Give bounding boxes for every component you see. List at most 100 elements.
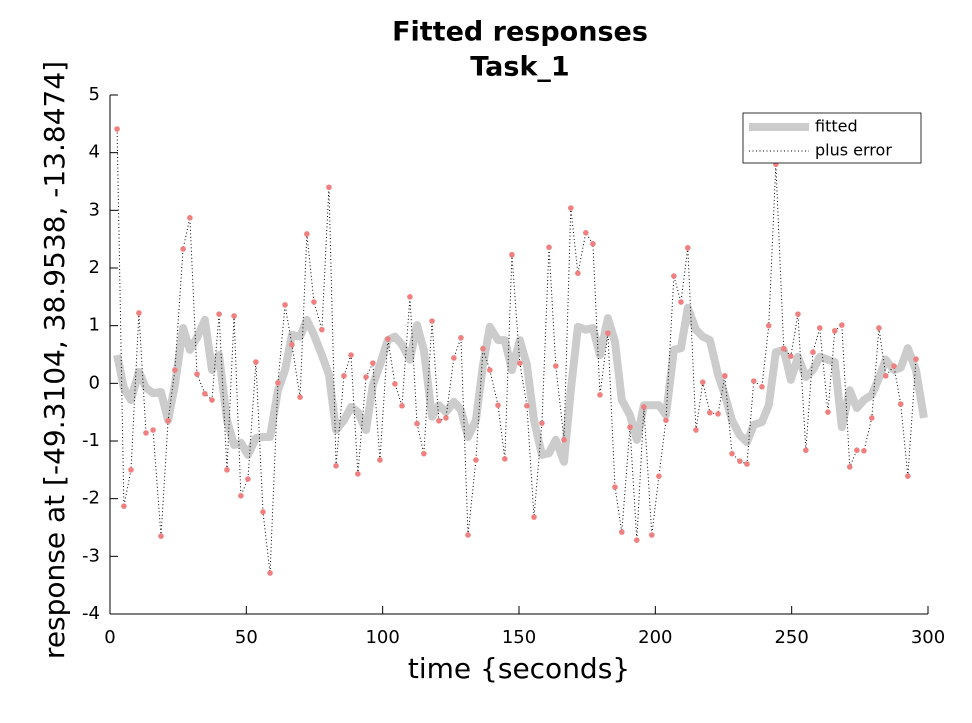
data-point: [913, 356, 919, 362]
y-axis-label: response at [-49.3104, 38.9538, -13.8474…: [38, 61, 71, 659]
data-point: [231, 313, 237, 319]
data-point: [699, 379, 706, 385]
data-point: [605, 330, 611, 336]
data-point: [905, 473, 911, 479]
data-point: [370, 360, 376, 366]
x-axis-label: time {seconds}: [408, 652, 630, 685]
data-point: [641, 404, 647, 410]
data-point: [825, 409, 831, 415]
data-point: [275, 379, 281, 386]
data-point: [121, 503, 127, 509]
data-point: [224, 467, 230, 473]
data-point: [759, 383, 765, 390]
x-tick-label: 250: [774, 627, 808, 648]
data-point: [816, 325, 823, 331]
data-point: [407, 294, 413, 300]
data-point: [311, 299, 317, 305]
data-point: [744, 461, 750, 467]
data-point: [810, 349, 816, 355]
data-point: [216, 311, 222, 317]
data-point: [831, 328, 838, 334]
data-point: [795, 311, 801, 317]
x-tick-label: 100: [365, 627, 399, 648]
data-point: [876, 325, 882, 331]
data-point: [436, 418, 442, 424]
data-point: [648, 532, 655, 538]
data-point: [202, 390, 208, 397]
data-point: [656, 473, 662, 479]
data-point: [897, 401, 904, 407]
data-point: [517, 360, 523, 366]
data-point: [509, 251, 515, 258]
data-point: [443, 415, 449, 421]
data-point: [158, 533, 164, 539]
data-point: [715, 411, 721, 417]
data-point: [114, 126, 120, 132]
data-point: [458, 334, 464, 341]
data-point: [143, 430, 149, 436]
data-point: [678, 299, 684, 305]
data-point: [341, 373, 347, 379]
data-point: [583, 230, 589, 236]
data-point: [568, 205, 574, 211]
data-point: [128, 467, 134, 473]
data-point: [260, 509, 266, 515]
data-point: [597, 392, 603, 398]
data-point: [136, 310, 142, 316]
data-point: [473, 457, 479, 463]
data-point: [846, 464, 853, 470]
y-tick-label: -1: [82, 430, 100, 451]
data-point: [429, 318, 435, 324]
data-point: [671, 273, 677, 279]
data-point: [289, 341, 295, 348]
data-point: [590, 240, 596, 247]
data-point: [788, 353, 794, 360]
data-point: [451, 355, 457, 361]
y-tick-label: -3: [82, 545, 100, 566]
data-point: [253, 359, 259, 365]
data-point: [618, 529, 625, 535]
x-tick-label: 200: [638, 627, 672, 648]
data-point: [803, 447, 809, 454]
data-point: [891, 363, 897, 369]
data-point: [172, 367, 178, 373]
data-point: [333, 462, 339, 469]
legend-label: plus error: [815, 141, 892, 160]
data-point: [385, 336, 391, 342]
y-tick-label: 2: [89, 257, 100, 278]
data-point: [304, 231, 310, 237]
data-point: [487, 367, 493, 373]
data-point: [363, 374, 369, 380]
data-point: [187, 215, 193, 221]
data-point: [180, 246, 186, 252]
data-point: [399, 403, 405, 409]
data-point: [465, 532, 471, 538]
data-point: [319, 326, 325, 333]
data-point: [421, 450, 427, 457]
data-point: [722, 373, 728, 379]
x-tick-label: 50: [235, 627, 258, 648]
data-point: [209, 397, 215, 403]
data-point: [737, 458, 743, 464]
y-tick-label: -2: [82, 488, 100, 509]
data-point: [238, 492, 244, 499]
data-point: [165, 418, 171, 424]
data-point: [633, 537, 640, 543]
data-point: [561, 437, 567, 443]
data-point: [707, 409, 713, 416]
x-tick-label: 0: [104, 627, 115, 648]
data-point: [765, 322, 772, 329]
data-point: [546, 244, 552, 251]
data-point: [502, 456, 508, 462]
data-point: [355, 471, 361, 477]
legend: fitted plus error: [742, 112, 922, 164]
data-point: [495, 402, 501, 409]
data-point: [282, 302, 288, 308]
data-point: [780, 345, 787, 352]
data-point: [524, 403, 530, 409]
chart-subtitle: Task_1: [470, 52, 569, 83]
data-point: [663, 417, 669, 424]
y-tick-label: 3: [89, 199, 100, 220]
data-point: [348, 352, 354, 358]
legend-label: fitted: [815, 117, 858, 136]
